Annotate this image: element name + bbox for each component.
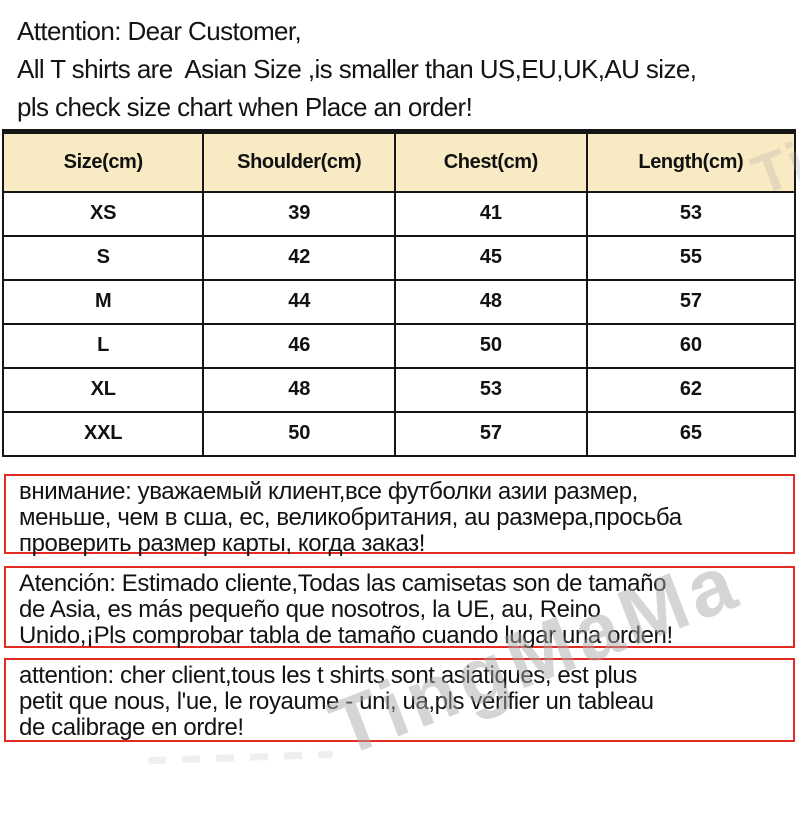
chest-value: 48 — [394, 278, 588, 325]
french-line-1: attention: cher client,tous les t shirts… — [19, 663, 637, 689]
attention-line-3: pls check size chart when Place an order… — [17, 92, 473, 122]
col-header-length: Length(cm) — [585, 130, 797, 193]
length-value: 62 — [585, 366, 797, 413]
table-row-l: L 46 50 60 — [1, 322, 797, 369]
chest-value: 57 — [394, 410, 588, 457]
shoulder-value: 42 — [202, 234, 397, 281]
chest-value: 45 — [394, 234, 588, 281]
chest-value: 41 — [394, 190, 588, 237]
col-header-size: Size(cm) — [1, 130, 205, 193]
french-attention-box: attention: cher client,tous les t shirts… — [4, 658, 795, 742]
french-line-3: de calibrage en ordre! — [19, 715, 244, 741]
size-label: XXL — [1, 410, 205, 457]
size-table: Size(cm) Shoulder(cm) Chest(cm) Length(c… — [1, 129, 797, 457]
english-attention-text: Attention: Dear Customer, All T shirts a… — [17, 12, 697, 126]
col-header-shoulder: Shoulder(cm) — [202, 130, 397, 193]
size-label: S — [1, 234, 205, 281]
russian-line-2: меньше, чем в сша, ес, великобритания, a… — [19, 505, 682, 531]
size-label: M — [1, 278, 205, 325]
spanish-line-1: Atención: Estimado cliente,Todas las cam… — [19, 571, 667, 597]
length-value: 53 — [585, 190, 797, 237]
spanish-attention-box: Atención: Estimado cliente,Todas las cam… — [4, 566, 795, 649]
length-value: 57 — [585, 278, 797, 325]
russian-line-1: внимание: уважаемый клиент,все футболки … — [19, 479, 638, 505]
table-row-xs: XS 39 41 53 — [1, 190, 797, 237]
russian-attention-box: внимание: уважаемый клиент,все футболки … — [4, 474, 795, 557]
shoulder-value: 46 — [202, 322, 397, 369]
shoulder-value: 48 — [202, 366, 397, 413]
size-label: L — [1, 322, 205, 369]
length-value: 65 — [585, 410, 797, 457]
size-table-header-row: Size(cm) Shoulder(cm) Chest(cm) Length(c… — [1, 130, 797, 193]
size-label: XL — [1, 366, 205, 413]
spanish-line-2: de Asia, es más pequeño que nosotros, la… — [19, 597, 601, 623]
watermark-smudge — [147, 750, 334, 765]
attention-line-2: All T shirts are Asian Size ,is smaller … — [17, 54, 697, 84]
length-value: 60 — [585, 322, 797, 369]
russian-line-3: проверить размер карты, когда заказ! — [19, 531, 426, 557]
table-row-xl: XL 48 53 62 — [1, 366, 797, 413]
shoulder-value: 39 — [202, 190, 397, 237]
shoulder-value: 44 — [202, 278, 397, 325]
chest-value: 53 — [394, 366, 588, 413]
chest-value: 50 — [394, 322, 588, 369]
table-row-xxl: XXL 50 57 65 — [1, 410, 797, 457]
spanish-line-3: Unido,¡Pls comprobar tabla de tamaño cua… — [19, 623, 673, 649]
table-row-s: S 42 45 55 — [1, 234, 797, 281]
size-label: XS — [1, 190, 205, 237]
col-header-chest: Chest(cm) — [394, 130, 588, 193]
french-line-2: petit que nous, l'ue, le royaume - uni, … — [19, 689, 654, 715]
table-row-m: M 44 48 57 — [1, 278, 797, 325]
length-value: 55 — [585, 234, 797, 281]
attention-line-1: Attention: Dear Customer, — [17, 16, 302, 46]
shoulder-value: 50 — [202, 410, 397, 457]
